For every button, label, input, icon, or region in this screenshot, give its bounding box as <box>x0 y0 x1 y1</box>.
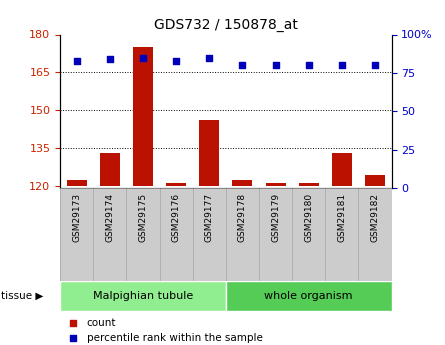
Point <box>70 320 77 325</box>
Title: GDS732 / 150878_at: GDS732 / 150878_at <box>154 18 298 32</box>
Point <box>372 62 379 68</box>
Text: Malpighian tubule: Malpighian tubule <box>93 291 193 301</box>
Text: tissue ▶: tissue ▶ <box>1 291 44 301</box>
FancyBboxPatch shape <box>193 188 226 281</box>
FancyBboxPatch shape <box>325 188 359 281</box>
Bar <box>232 180 252 186</box>
FancyBboxPatch shape <box>226 281 392 310</box>
Text: count: count <box>87 318 116 327</box>
FancyBboxPatch shape <box>60 188 93 281</box>
Point <box>106 56 113 62</box>
Bar <box>266 183 286 186</box>
Bar <box>299 183 319 186</box>
Bar <box>67 180 87 186</box>
Bar <box>332 153 352 186</box>
Point <box>70 335 77 341</box>
Point <box>272 62 279 68</box>
Text: GSM29182: GSM29182 <box>371 193 380 242</box>
Text: GSM29176: GSM29176 <box>172 193 181 242</box>
Text: GSM29180: GSM29180 <box>304 193 313 242</box>
Point <box>305 62 312 68</box>
Text: GSM29179: GSM29179 <box>271 193 280 242</box>
FancyBboxPatch shape <box>93 188 126 281</box>
FancyBboxPatch shape <box>359 188 392 281</box>
Text: GSM29177: GSM29177 <box>205 193 214 242</box>
Text: percentile rank within the sample: percentile rank within the sample <box>87 333 263 343</box>
Point <box>206 55 213 60</box>
Point <box>73 58 80 63</box>
Text: GSM29181: GSM29181 <box>337 193 346 242</box>
Point <box>173 58 180 63</box>
Text: GSM29178: GSM29178 <box>238 193 247 242</box>
Text: GSM29174: GSM29174 <box>105 193 114 242</box>
Bar <box>100 153 120 186</box>
Point <box>338 62 345 68</box>
FancyBboxPatch shape <box>60 281 226 310</box>
FancyBboxPatch shape <box>126 188 160 281</box>
Point <box>239 62 246 68</box>
Bar <box>166 183 186 186</box>
FancyBboxPatch shape <box>226 188 259 281</box>
Text: whole organism: whole organism <box>264 291 353 301</box>
Bar <box>365 176 385 186</box>
Bar <box>133 47 153 186</box>
FancyBboxPatch shape <box>160 188 193 281</box>
Bar <box>199 120 219 186</box>
Text: GSM29175: GSM29175 <box>138 193 147 242</box>
FancyBboxPatch shape <box>259 188 292 281</box>
FancyBboxPatch shape <box>292 188 325 281</box>
Point <box>139 55 146 60</box>
Text: GSM29173: GSM29173 <box>72 193 81 242</box>
